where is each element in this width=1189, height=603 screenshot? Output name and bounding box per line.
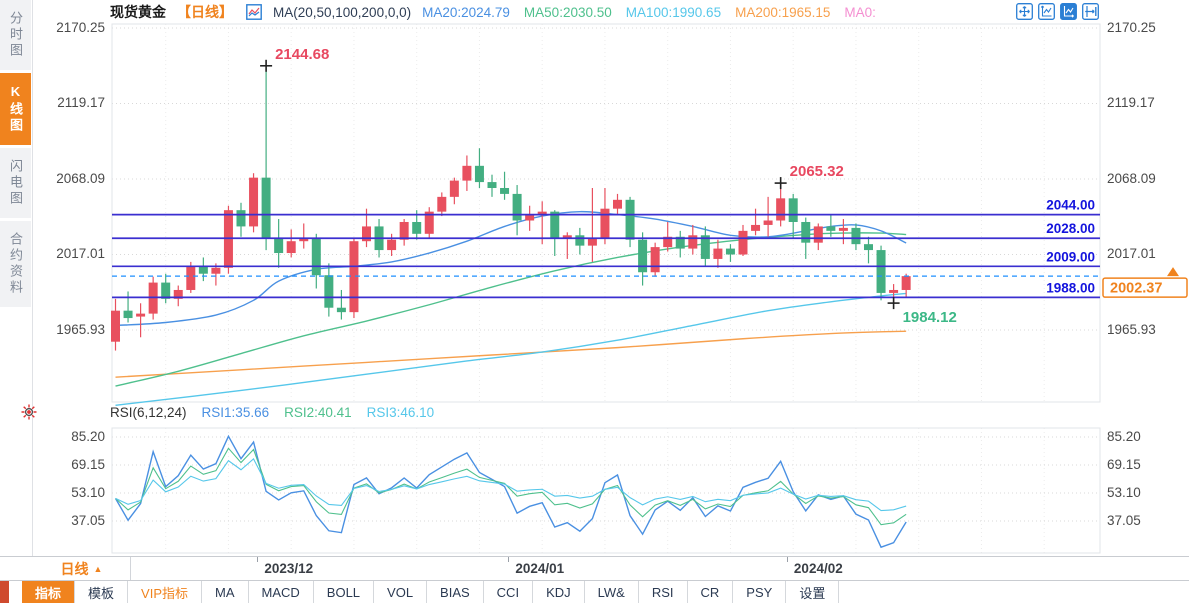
- scale-axis-active-icon[interactable]: [1060, 3, 1077, 20]
- chart-header: 现货黄金 【日线】 MA(20,50,100,200,0,0) MA20:202…: [110, 2, 876, 22]
- bottom-tab-CCI[interactable]: CCI: [484, 581, 534, 603]
- ma-value: MA200:1965.15: [735, 4, 831, 20]
- tabbar-accent-strip: [0, 581, 9, 603]
- rsi-axis-label: 69.15: [1107, 456, 1141, 472]
- rsi-value: RSI2:40.41: [284, 405, 352, 420]
- price-axis-label: 2068.09: [56, 170, 105, 186]
- kline-chart[interactable]: 2044.00 2028.00 2009.00 1988.00 2002.37 2144.…: [0, 0, 1189, 556]
- period-dropdown-label: 日线: [60, 561, 89, 577]
- price-axis-label: 2017.01: [1107, 246, 1156, 262]
- price-axis-label: 2119.17: [1107, 95, 1155, 111]
- rsi-values: RSI1:35.66 RSI2:40.41 RSI3:46.10: [202, 405, 435, 420]
- price-axis-label: 2068.09: [1107, 170, 1156, 186]
- svg-text:2028.00: 2028.00: [1046, 221, 1095, 236]
- month-tick: [508, 557, 510, 562]
- price-axis-label: 2119.17: [57, 95, 105, 111]
- month-tick: [786, 557, 788, 562]
- price-axis-label: 1965.93: [56, 321, 105, 337]
- ma-params: MA(20,50,100,200,0,0): [273, 4, 412, 20]
- bottom-tab-模板[interactable]: 模板: [75, 581, 129, 603]
- chart-toolbar: [1016, 3, 1099, 20]
- bottom-tab-PSY[interactable]: PSY: [733, 581, 787, 603]
- rsi-axis-label: 53.10: [71, 484, 105, 500]
- bottom-tab-KDJ[interactable]: KDJ: [533, 581, 585, 603]
- period-dropdown[interactable]: 日线 ▲: [33, 557, 131, 581]
- ma-values: MA20:2024.79 MA50:2030.50 MA100:1990.65 MA2…: [422, 5, 876, 20]
- shift-right-icon[interactable]: [1082, 3, 1099, 20]
- rsi-axis-label: 37.05: [1107, 512, 1141, 528]
- scale-axis-icon[interactable]: [1038, 3, 1055, 20]
- ma-value: MA20:2024.79: [422, 4, 510, 20]
- bottom-tab-RSI[interactable]: RSI: [639, 581, 688, 603]
- period-tag: 【日线】: [177, 4, 233, 20]
- price-axis-label: 1965.93: [1107, 321, 1156, 337]
- ma-legend-icon: [246, 4, 262, 20]
- caret-up-icon: ▲: [93, 564, 103, 574]
- bottom-tab-VIP指标[interactable]: VIP指标: [128, 581, 202, 603]
- svg-text:2065.32: 2065.32: [790, 163, 844, 180]
- symbol-title: 现货黄金: [110, 4, 166, 20]
- bottom-tab-VOL[interactable]: VOL: [374, 581, 428, 603]
- ma-value: MA0:: [844, 4, 876, 20]
- rsi-params: RSI(6,12,24): [110, 405, 187, 420]
- rsi-axis-label: 53.10: [1107, 484, 1141, 500]
- rsi-value: RSI3:46.10: [366, 405, 435, 420]
- rsi-value: RSI1:35.66: [201, 405, 270, 420]
- indicator-tabbar: 指标 模板 VIP指标 MA MACD BOLL VOL BIAS CCI KDJ LW& RSI CR…: [0, 580, 1189, 603]
- price-axis-label: 2017.01: [56, 246, 105, 262]
- rsi-axis-label: 85.20: [71, 429, 105, 444]
- rsi-header: RSI(6,12,24) RSI1:35.66 RSI2:40.41 RSI3:46…: [110, 405, 434, 420]
- sidebar-tab-闪电图[interactable]: 闪电图: [0, 148, 31, 218]
- sidebar-tab-K线图[interactable]: K线图: [0, 73, 31, 145]
- bottom-tab-BIAS[interactable]: BIAS: [427, 581, 484, 603]
- sidebar-tab-合约资料[interactable]: 合约资料: [0, 221, 31, 307]
- ma-value: MA100:1990.65: [625, 4, 722, 20]
- price-axis-label: 2170.25: [1107, 20, 1156, 35]
- month-tick: [257, 557, 259, 562]
- pan-icon[interactable]: [1016, 3, 1033, 20]
- month-label: 2024/02: [793, 561, 843, 576]
- sidebar-tab-分时图[interactable]: 分时图: [0, 0, 31, 70]
- svg-text:1984.12: 1984.12: [903, 309, 957, 326]
- bottom-tab-BOLL[interactable]: BOLL: [314, 581, 375, 603]
- ma-value: MA50:2030.50: [523, 4, 612, 20]
- time-axis: 日线 ▲ 2023/12 2024/01 2024/02: [0, 556, 1189, 581]
- svg-text:2009.00: 2009.00: [1046, 249, 1095, 264]
- bottom-tab-CR[interactable]: CR: [688, 581, 734, 603]
- rsi-axis-label: 85.20: [1107, 429, 1141, 444]
- svg-text:2044.00: 2044.00: [1046, 198, 1095, 213]
- rsi-axis-label: 69.15: [71, 456, 105, 472]
- bottom-tab-LW&[interactable]: LW&: [585, 581, 639, 603]
- indicator-settings-icon[interactable]: [19, 402, 39, 422]
- svg-text:2144.68: 2144.68: [275, 46, 329, 63]
- svg-text:1988.00: 1988.00: [1046, 280, 1095, 295]
- bottom-tab-设置[interactable]: 设置: [786, 581, 840, 603]
- left-sidebar: 分时图 K线图 闪电图 合约资料: [0, 0, 33, 556]
- rsi-axis-label: 37.05: [71, 512, 105, 528]
- price-axis-label: 2170.25: [56, 20, 105, 35]
- bottom-tab-指标[interactable]: 指标: [22, 581, 76, 603]
- month-label: 2024/01: [515, 561, 565, 576]
- bottom-tab-MA[interactable]: MA: [202, 581, 249, 603]
- svg-text:2002.37: 2002.37: [1110, 281, 1162, 297]
- bottom-tab-MACD[interactable]: MACD: [249, 581, 314, 603]
- month-label: 2023/12: [264, 561, 314, 576]
